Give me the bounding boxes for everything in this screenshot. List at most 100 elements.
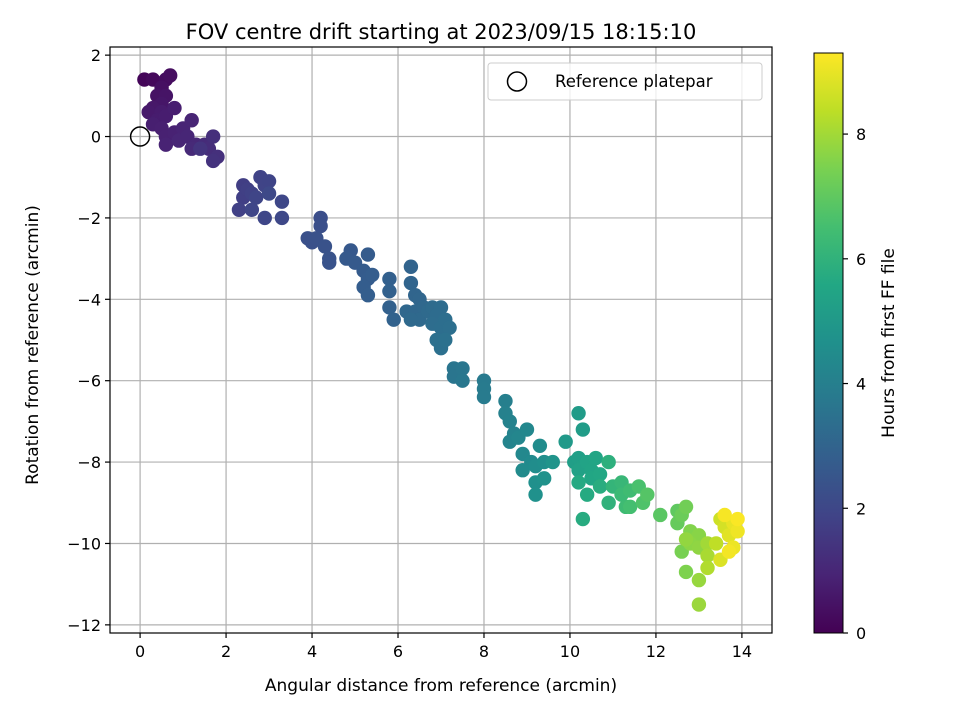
- data-point: [558, 434, 573, 449]
- data-point: [248, 190, 264, 205]
- y-tick-label: −2: [77, 209, 101, 228]
- y-tick-label: −4: [77, 290, 101, 309]
- data-point: [498, 393, 513, 409]
- data-point: [579, 487, 595, 502]
- colorbar-label: Hours from first FF file: [879, 248, 899, 438]
- data-point: [700, 548, 715, 563]
- data-point: [360, 288, 376, 303]
- colorbar-tick-label: 2: [856, 499, 866, 518]
- data-point: [193, 141, 208, 156]
- data-point: [502, 414, 517, 429]
- colorbar-gradient: [813, 52, 844, 634]
- data-point: [653, 507, 668, 523]
- y-tick-label: −10: [67, 534, 101, 553]
- data-point: [708, 536, 724, 551]
- legend-box: [487, 62, 763, 101]
- data-point: [575, 422, 591, 437]
- data-point: [438, 332, 453, 348]
- data-point: [571, 406, 586, 421]
- data-point: [403, 259, 419, 274]
- data-point: [515, 463, 530, 478]
- data-point: [261, 186, 277, 201]
- data-point: [360, 247, 376, 262]
- x-axis-ticks: 0 2 4 6 8 10 12 14: [135, 633, 752, 661]
- data-point: [721, 544, 737, 559]
- data-point: [403, 312, 419, 327]
- y-axis-label: Rotation from reference (arcmin): [23, 205, 43, 485]
- data-point: [532, 438, 548, 454]
- plot-frame: [109, 46, 773, 634]
- data-point: [365, 267, 380, 283]
- data-point: [678, 499, 694, 515]
- data-point: [717, 507, 732, 523]
- data-point: [640, 487, 655, 502]
- data-point: [588, 450, 603, 466]
- data-point: [601, 454, 616, 470]
- x-tick-label: 10: [560, 642, 580, 661]
- data-point: [317, 239, 333, 254]
- x-axis-label: Angular distance from reference (arcmin): [265, 676, 617, 696]
- data-point: [244, 202, 260, 217]
- x-tick-label: 14: [732, 642, 752, 661]
- data-point: [184, 113, 199, 128]
- data-point: [592, 479, 608, 494]
- data-point: [313, 218, 328, 234]
- colorbar-tick-label: 6: [856, 250, 866, 269]
- colorbar-tick-label: 0: [856, 624, 866, 643]
- colorbar: 0 2 4 6 8 Hours from first FF file: [813, 52, 899, 643]
- scatter-points: [129, 68, 745, 612]
- data-point: [442, 320, 457, 335]
- y-tick-label: 0: [91, 128, 101, 147]
- data-point: [592, 467, 608, 482]
- data-point: [455, 361, 470, 376]
- grid-lines: [110, 47, 772, 633]
- data-point: [691, 572, 707, 588]
- data-point: [575, 511, 591, 527]
- x-tick-label: 4: [307, 642, 317, 661]
- x-tick-label: 2: [221, 642, 231, 661]
- data-point: [622, 499, 638, 515]
- data-point: [691, 597, 707, 612]
- data-point: [382, 300, 397, 315]
- legend: Reference platepar: [487, 62, 763, 101]
- data-point: [261, 174, 277, 189]
- y-axis-ticks: −12 −10 −8 −6 −4 −2 0 2: [67, 46, 110, 635]
- x-tick-label: 8: [479, 642, 489, 661]
- data-point: [382, 283, 397, 299]
- y-tick-label: −12: [67, 616, 101, 635]
- data-point: [386, 312, 401, 327]
- data-point: [519, 422, 535, 437]
- colorbar-tick-label: 4: [856, 375, 866, 394]
- chart-title: FOV centre drift starting at 2023/09/15 …: [186, 20, 697, 44]
- x-tick-label: 12: [646, 642, 666, 661]
- data-point: [158, 137, 174, 152]
- data-point: [536, 471, 552, 486]
- legend-reference-marker: [506, 71, 528, 92]
- y-tick-label: −8: [77, 453, 101, 472]
- data-point: [162, 68, 178, 83]
- data-point: [476, 389, 492, 405]
- axes-border: [109, 46, 773, 634]
- colorbar-tick-label: 8: [856, 125, 866, 144]
- data-point: [730, 524, 745, 539]
- data-point: [730, 511, 745, 527]
- data-point: [205, 129, 221, 144]
- data-point: [601, 495, 616, 510]
- data-point: [455, 373, 470, 388]
- data-point: [274, 194, 290, 209]
- data-point: [231, 202, 247, 217]
- y-tick-label: 2: [91, 46, 101, 65]
- data-point: [205, 153, 221, 169]
- data-point: [528, 487, 543, 502]
- data-point: [571, 475, 586, 490]
- data-point: [274, 210, 290, 226]
- data-point: [700, 560, 715, 576]
- data-point: [403, 275, 419, 291]
- x-tick-label: 0: [135, 642, 145, 661]
- data-point: [322, 255, 337, 270]
- data-point: [545, 454, 560, 470]
- data-point: [678, 532, 694, 547]
- x-tick-label: 6: [393, 642, 403, 661]
- colorbar-ticks: 0 2 4 6 8: [843, 125, 866, 643]
